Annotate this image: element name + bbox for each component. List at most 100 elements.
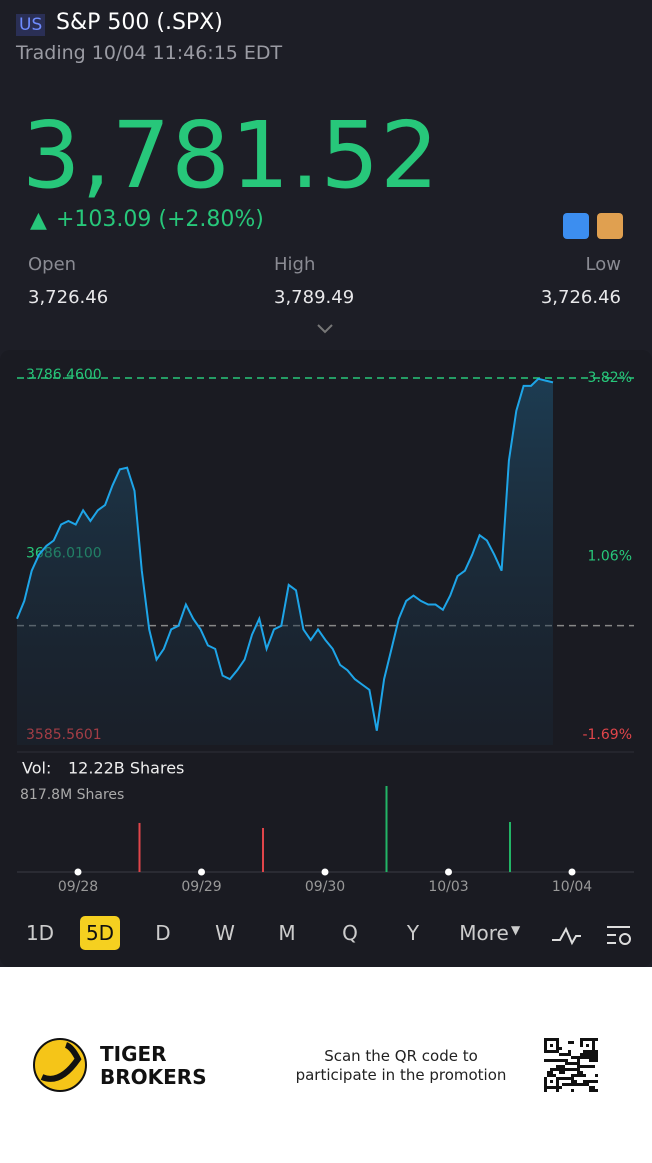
qr-cell	[592, 1047, 595, 1050]
volume-total: 12.22B Shares	[68, 759, 184, 778]
qr-cell	[550, 1059, 553, 1062]
qr-cell	[577, 1068, 580, 1071]
volume-bar	[509, 821, 511, 872]
qr-cell	[589, 1059, 592, 1062]
date-label: 09/28	[58, 879, 98, 895]
volume-bar	[138, 822, 141, 872]
qr-cell	[556, 1068, 559, 1071]
qr-cell	[547, 1071, 550, 1074]
qr-cell	[550, 1068, 553, 1071]
volume-max-label: 817.8M Shares	[20, 787, 124, 803]
settings-icon[interactable]	[619, 933, 631, 945]
qr-cell	[586, 1056, 589, 1059]
qr-cell	[592, 1053, 595, 1056]
qr-cell	[556, 1086, 559, 1089]
qr-cell	[589, 1056, 592, 1059]
qr-cell	[589, 1053, 592, 1056]
qr-cell	[568, 1083, 571, 1086]
timeframe-tab[interactable]: D	[155, 921, 171, 945]
pct-label: 1.06%	[588, 549, 632, 565]
price-line	[16, 377, 554, 731]
qr-cell	[583, 1065, 586, 1068]
qr-cell	[559, 1059, 562, 1062]
price: 3,781.52	[22, 102, 440, 209]
promo: participate in the promotion	[296, 1066, 507, 1084]
timeframe-tab[interactable]: More	[459, 921, 509, 945]
qr-cell	[556, 1077, 559, 1080]
qr-cell	[565, 1068, 568, 1071]
qr-cell	[562, 1068, 565, 1071]
qr-cell	[565, 1062, 568, 1065]
qr-cell	[562, 1077, 565, 1080]
pct-label: -1.69%	[582, 727, 632, 743]
qr-cell	[580, 1056, 583, 1059]
qr-cell	[550, 1080, 553, 1083]
timeframe-tab[interactable]: Y	[406, 921, 420, 945]
timeframe-tab[interactable]: 5D	[80, 916, 120, 950]
qr-cell	[571, 1056, 574, 1059]
qr-cell	[556, 1050, 559, 1053]
stat-label: High	[274, 254, 316, 275]
qr-cell	[568, 1077, 571, 1080]
qr-cell	[559, 1068, 562, 1071]
timeframe-tab[interactable]: 1D	[25, 921, 55, 945]
timeframe-tab[interactable]: W	[215, 921, 235, 945]
timeframe-tab[interactable]: Q	[342, 921, 358, 945]
dropdown-caret[interactable]: ▼	[511, 923, 521, 937]
date-label: 09/30	[305, 879, 345, 895]
qr-cell	[580, 1053, 583, 1056]
y-tick-label: 3786.4600	[26, 367, 102, 383]
qr-cell	[580, 1038, 583, 1041]
qr-cell	[556, 1047, 559, 1050]
volume-bar	[262, 827, 264, 872]
badge-icon[interactable]	[563, 213, 589, 239]
qr-cell	[595, 1089, 598, 1092]
qr-cell	[565, 1077, 568, 1080]
qr-cell	[571, 1089, 574, 1092]
title: S&P 500 (.SPX)	[56, 10, 223, 35]
qr-cell	[544, 1083, 547, 1086]
qr-cell	[571, 1068, 574, 1071]
qr-cell	[589, 1089, 592, 1092]
qr-cell	[592, 1089, 595, 1092]
timeframe-tab[interactable]: M	[278, 921, 296, 945]
qr-cell	[592, 1065, 595, 1068]
qr-cell	[544, 1050, 547, 1053]
qr-cell	[592, 1041, 595, 1044]
expand-chevron[interactable]	[317, 324, 333, 334]
qr-cell	[565, 1059, 568, 1062]
badge-icon[interactable]	[597, 213, 623, 239]
qr-cell	[580, 1074, 583, 1077]
qr-cell	[577, 1065, 580, 1068]
qr-cell	[589, 1065, 592, 1068]
date-label: 10/04	[552, 879, 592, 895]
qr-code	[544, 1038, 598, 1092]
qr-cell	[565, 1053, 568, 1056]
stat-value: 3,726.46	[28, 287, 109, 308]
qr-cell	[568, 1053, 571, 1056]
footer: TIGER BROKERS Scan the QR code to partic…	[33, 1038, 598, 1092]
qr-cell	[544, 1077, 547, 1080]
qr-cell	[577, 1056, 580, 1059]
qr-cell	[586, 1053, 589, 1056]
qr-cell	[583, 1074, 586, 1077]
status: Trading 10/04 11:46:15 EDT	[16, 42, 283, 64]
stat-label: Low	[585, 254, 621, 275]
qr-cell	[577, 1071, 580, 1074]
indicator-icon[interactable]	[552, 926, 581, 946]
stat-value: 3,789.49	[274, 287, 355, 308]
qr-cell	[595, 1059, 598, 1062]
stat-value: 3,726.46	[540, 287, 621, 308]
qr-cell	[586, 1050, 589, 1053]
qr-cell	[595, 1053, 598, 1056]
qr-cell	[559, 1071, 562, 1074]
qr-cell	[595, 1056, 598, 1059]
volume-label: Vol:	[22, 759, 51, 778]
settings-icon[interactable]	[607, 926, 630, 944]
qr-cell	[577, 1062, 580, 1065]
qr-cell	[574, 1056, 577, 1059]
qr-cell	[571, 1062, 574, 1065]
qr-cell	[559, 1065, 562, 1068]
date-dot	[568, 868, 576, 876]
